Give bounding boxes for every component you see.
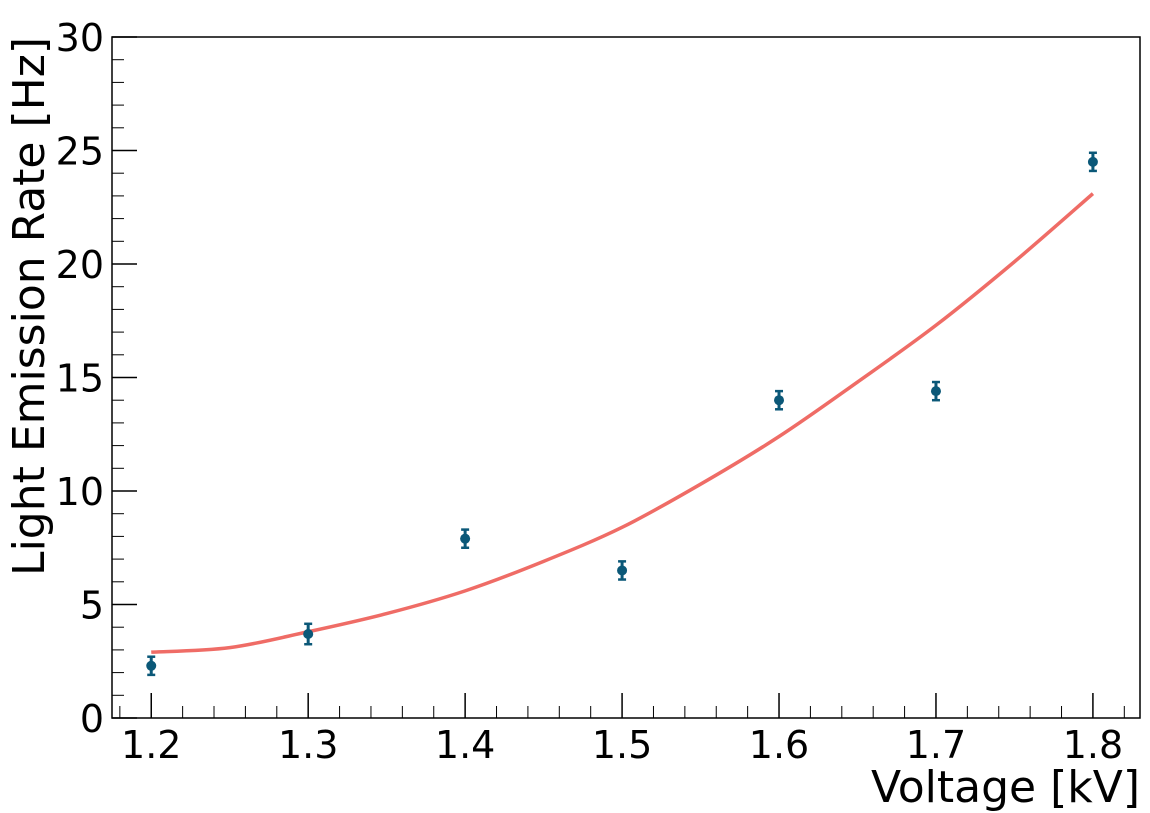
x-tick-label: 1.4	[435, 723, 495, 767]
fit-curve-layer	[151, 192, 1095, 654]
data-point	[930, 386, 941, 397]
y-tick-labels: 0 5 10 15 20 25 30	[56, 16, 104, 741]
plot-frame	[111, 36, 1141, 719]
x-tick-label: 1.5	[592, 723, 652, 767]
data-point	[774, 395, 785, 406]
data-point	[303, 629, 314, 640]
major-ticks	[112, 36, 1094, 719]
minor-ticks	[112, 59, 1125, 718]
data-point	[460, 533, 471, 544]
y-tick-label: 25	[56, 130, 104, 174]
y-axis-label: Light Emission Rate [Hz]	[4, 37, 55, 576]
data-point	[146, 660, 157, 671]
x-tick-label: 1.6	[749, 723, 809, 767]
x-tick-label: 1.3	[278, 723, 338, 767]
y-tick-label: 30	[56, 16, 104, 60]
fit-curve	[151, 192, 1095, 654]
data-points-layer	[146, 151, 1098, 677]
y-tick-label: 15	[56, 357, 104, 401]
data-point	[617, 565, 628, 576]
x-tick-label: 1.8	[1063, 723, 1123, 767]
x-tick-label: 1.7	[906, 723, 966, 767]
data-point	[1087, 156, 1098, 167]
y-tick-label: 5	[80, 584, 104, 628]
x-tick-label: 1.2	[121, 723, 181, 767]
y-tick-label: 0	[80, 697, 104, 741]
x-tick-labels: 1.2 1.3 1.4 1.5 1.6 1.7 1.8	[121, 723, 1123, 767]
y-tick-label: 10	[56, 470, 104, 514]
x-axis-label: Voltage [kV]	[871, 762, 1140, 813]
y-tick-label: 20	[56, 243, 104, 287]
